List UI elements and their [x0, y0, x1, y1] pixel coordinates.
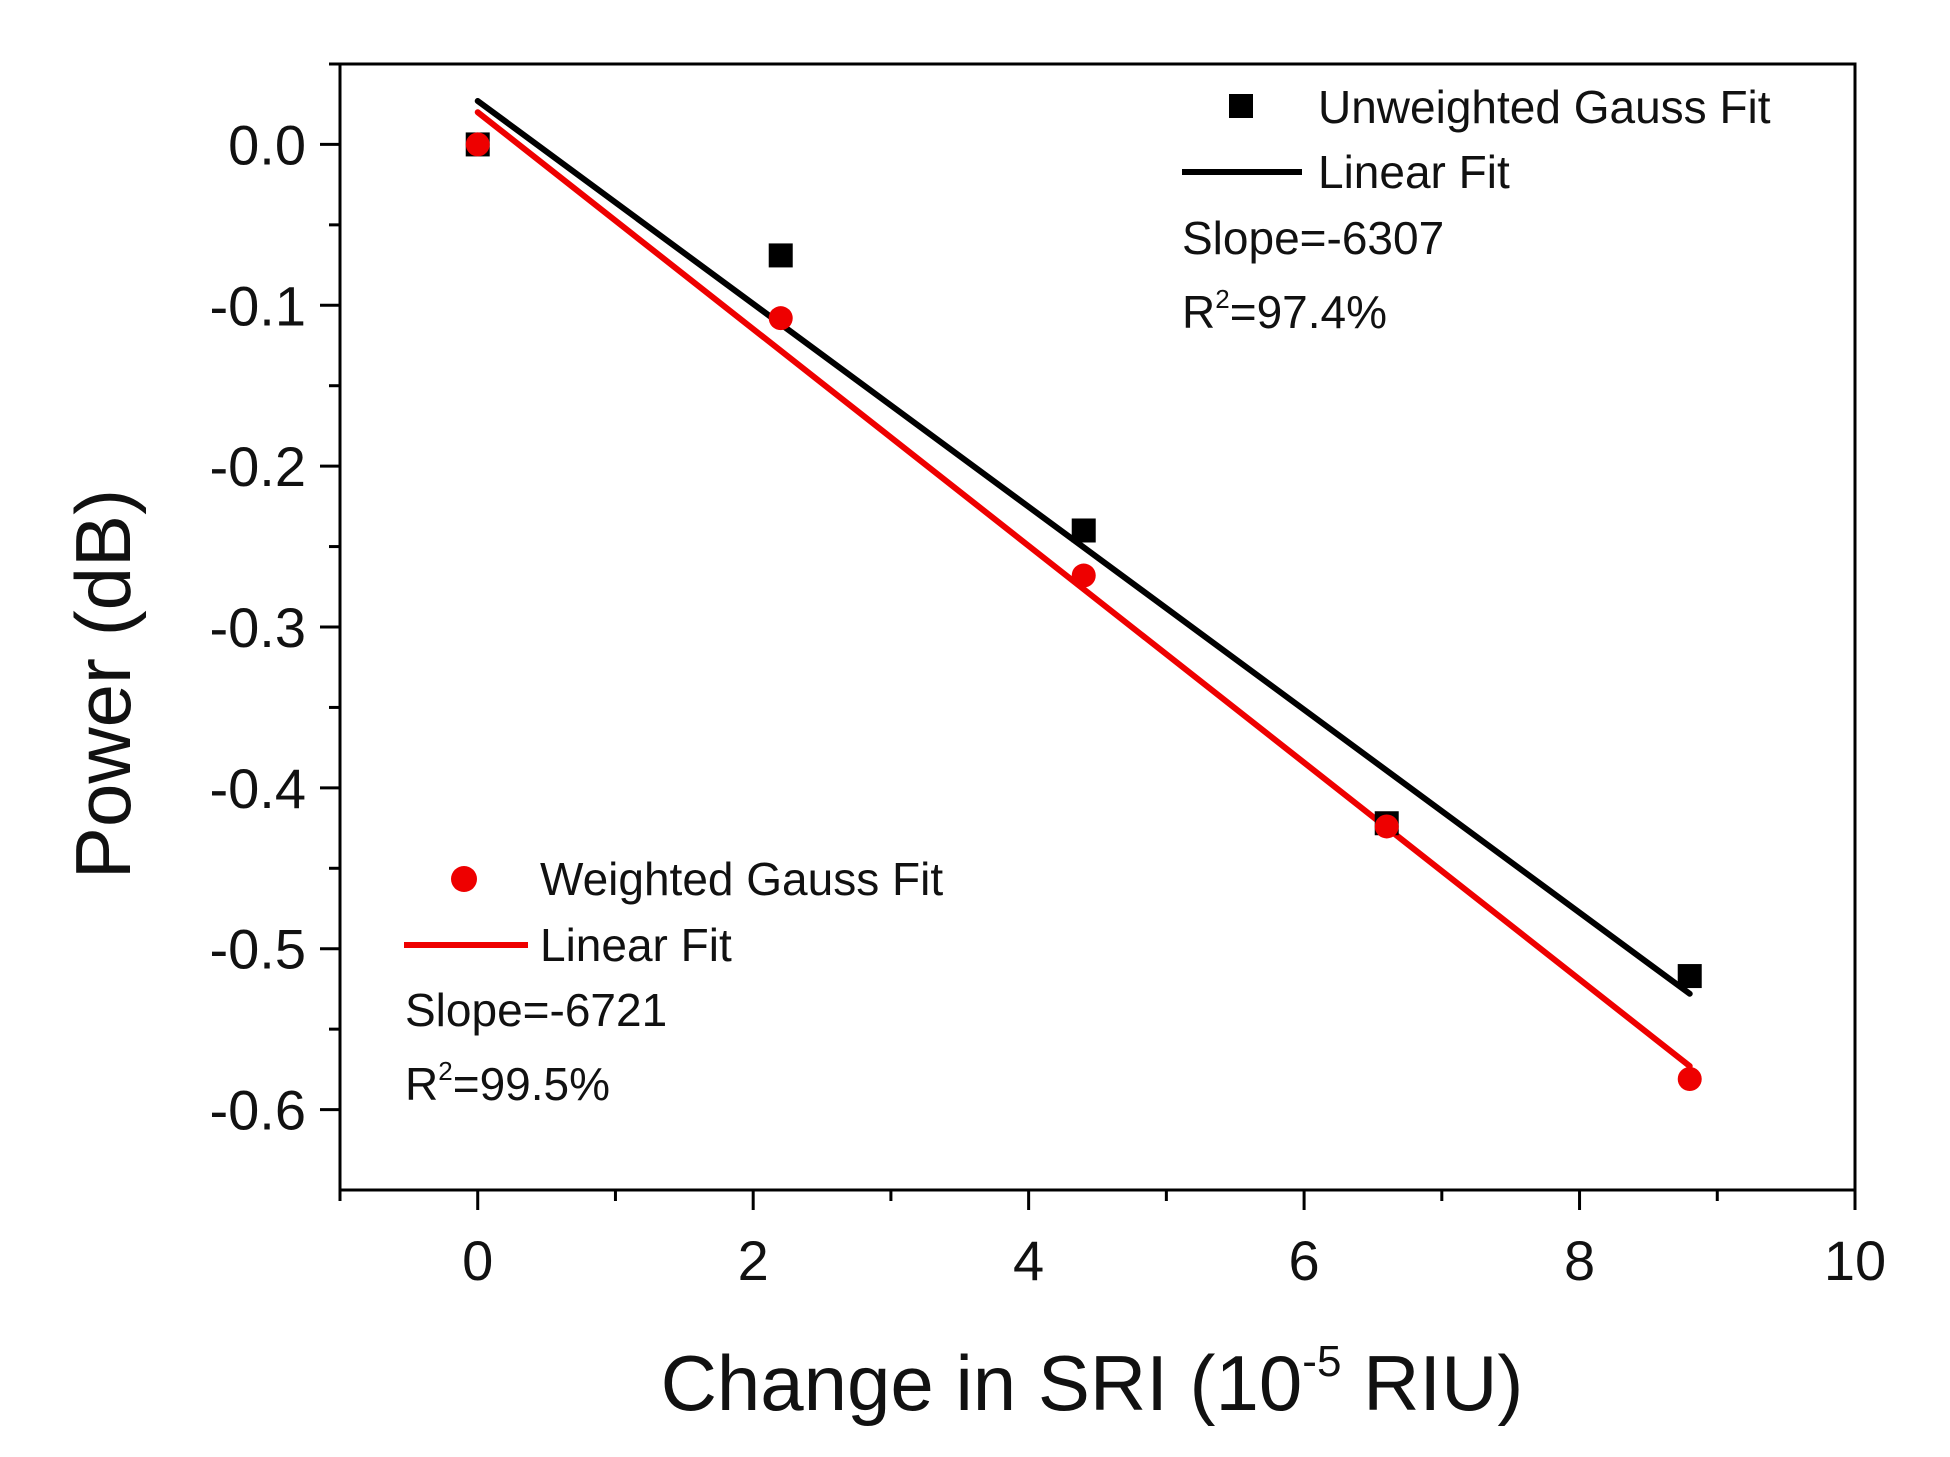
- y-axis-title: Power (dB): [59, 489, 147, 879]
- x-tick-label: 2: [738, 1229, 769, 1292]
- legend-weighted-marker: [451, 866, 477, 892]
- x-axis-title-main: Change in SRI (10: [661, 1339, 1303, 1427]
- x-axis: 0 2 4 6 8 10: [338, 1190, 1886, 1292]
- annotation-r2-unweighted: R2=97.4%: [1182, 284, 1387, 338]
- annotation-slope-unweighted: Slope=-6307: [1182, 212, 1444, 264]
- y-tick-label: -0.4: [210, 757, 307, 820]
- y-tick-label: -0.5: [210, 918, 307, 981]
- data-point-weighted: [1071, 563, 1096, 588]
- annotation-r2-weighted-value: =99.5%: [453, 1058, 610, 1110]
- legend-unweighted-label: Unweighted Gauss Fit: [1318, 81, 1771, 133]
- annotation-r2-unweighted-value: =97.4%: [1230, 286, 1387, 338]
- legend-unweighted: Unweighted Gauss Fit Linear Fit Slope=-6…: [1182, 81, 1771, 338]
- legend-weighted-label: Weighted Gauss Fit: [540, 853, 943, 905]
- x-axis-title: Change in SRI (10-5 RIU): [661, 1337, 1524, 1427]
- data-point-weighted: [768, 306, 793, 331]
- x-axis-title-tail: RIU): [1341, 1339, 1523, 1427]
- legend-weighted-fit-label: Linear Fit: [540, 919, 732, 971]
- y-tick-label: -0.6: [210, 1079, 307, 1142]
- legend-weighted: Weighted Gauss Fit Linear Fit Slope=-672…: [404, 853, 943, 1110]
- annotation-r2-weighted: R2=99.5%: [405, 1056, 610, 1110]
- x-axis-title-exponent: -5: [1302, 1337, 1341, 1386]
- annotation-r2-unweighted-exp: 2: [1215, 284, 1229, 314]
- data-point-weighted: [465, 132, 490, 157]
- annotation-r2-weighted-r: R: [405, 1058, 438, 1110]
- y-axis: 0.0 -0.1 -0.2 -0.3 -0.4 -0.5 -0.6: [210, 62, 340, 1142]
- y-tick-label: -0.2: [210, 435, 307, 498]
- x-tick-label: 4: [1013, 1229, 1044, 1292]
- legend-unweighted-fit-label: Linear Fit: [1318, 146, 1510, 198]
- data-point-unweighted: [1071, 518, 1096, 543]
- fit-line-unweighted: [474, 97, 1693, 997]
- y-tick-label: -0.1: [210, 274, 307, 337]
- annotation-r2-unweighted-r: R: [1182, 286, 1215, 338]
- data-point-weighted: [1677, 1067, 1702, 1092]
- annotation-slope-weighted: Slope=-6721: [405, 984, 667, 1036]
- fit-lines: [474, 97, 1693, 1070]
- data-point-unweighted: [768, 243, 793, 268]
- annotation-r2-weighted-exp: 2: [438, 1056, 452, 1086]
- legend-unweighted-marker: [1229, 94, 1253, 118]
- data-point-unweighted: [1677, 964, 1702, 989]
- y-tick-label: 0.0: [228, 113, 306, 176]
- data-point-weighted: [1374, 814, 1399, 839]
- y-tick-label: -0.3: [210, 596, 307, 659]
- x-tick-label: 8: [1564, 1229, 1595, 1292]
- fit-line-weighted: [474, 109, 1693, 1070]
- x-tick-label: 0: [462, 1229, 493, 1292]
- x-tick-label: 10: [1824, 1229, 1886, 1292]
- x-tick-label: 6: [1289, 1229, 1320, 1292]
- data-markers: [465, 132, 1702, 1092]
